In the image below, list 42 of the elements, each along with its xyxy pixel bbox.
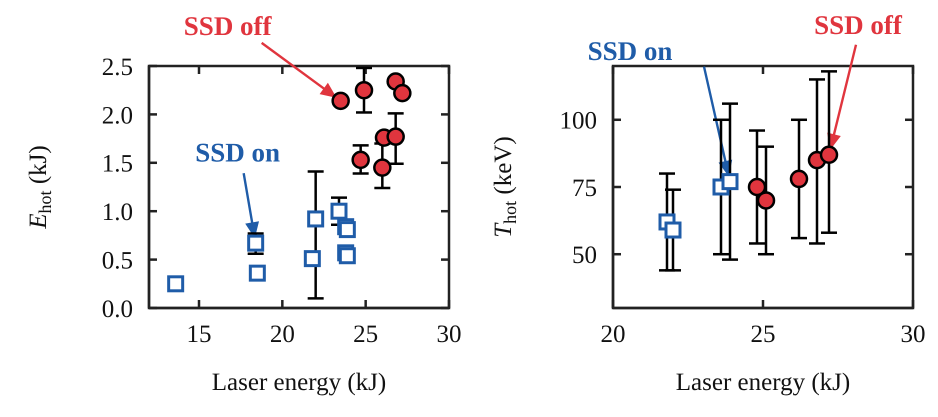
point: [351, 150, 370, 170]
point: [756, 191, 776, 210]
y-tick-label: 50: [572, 242, 597, 270]
y-tick-label: 2.0: [102, 102, 133, 130]
point: [248, 264, 266, 282]
x-tick-label: 20: [600, 320, 626, 348]
x-tick-label: 20: [270, 320, 295, 348]
point: [386, 127, 405, 146]
x-tick-label: 25: [750, 320, 776, 348]
text: SSD off: [814, 10, 903, 40]
point: [722, 173, 738, 190]
point: [167, 275, 184, 292]
text: SSD off: [184, 11, 273, 42]
y-tick-label: 1.5: [102, 150, 133, 178]
x-tick-label: 15: [186, 320, 212, 348]
x-tick-label: 30: [436, 320, 462, 348]
y-tick-label: 0.0: [102, 296, 133, 323]
x-tick-label: 30: [900, 320, 926, 348]
point: [304, 250, 321, 268]
point: [664, 222, 682, 239]
text: SSD on: [588, 36, 672, 66]
point: [373, 158, 392, 177]
y-tick-label: 75: [572, 174, 597, 202]
point: [247, 234, 264, 252]
point: [748, 178, 766, 196]
point: [338, 247, 356, 264]
y-tick-label: 0.5: [102, 247, 133, 274]
point: [330, 202, 348, 220]
y-tick-label: 2.5: [102, 54, 133, 81]
point: [820, 145, 838, 164]
x-axis-title: Laser energy (kJ): [676, 369, 850, 396]
x-axis-title: Laser energy (kJ): [212, 369, 386, 396]
y-tick-label: 100: [560, 108, 597, 135]
point: [393, 84, 412, 102]
y-tick-label: 1.0: [102, 199, 133, 226]
point: [307, 210, 324, 228]
point: [331, 92, 350, 110]
series-label: SSD on: [195, 137, 280, 168]
x-tick-label: 25: [353, 320, 378, 348]
point: [338, 221, 356, 238]
point: [354, 80, 374, 100]
point: [790, 170, 808, 188]
